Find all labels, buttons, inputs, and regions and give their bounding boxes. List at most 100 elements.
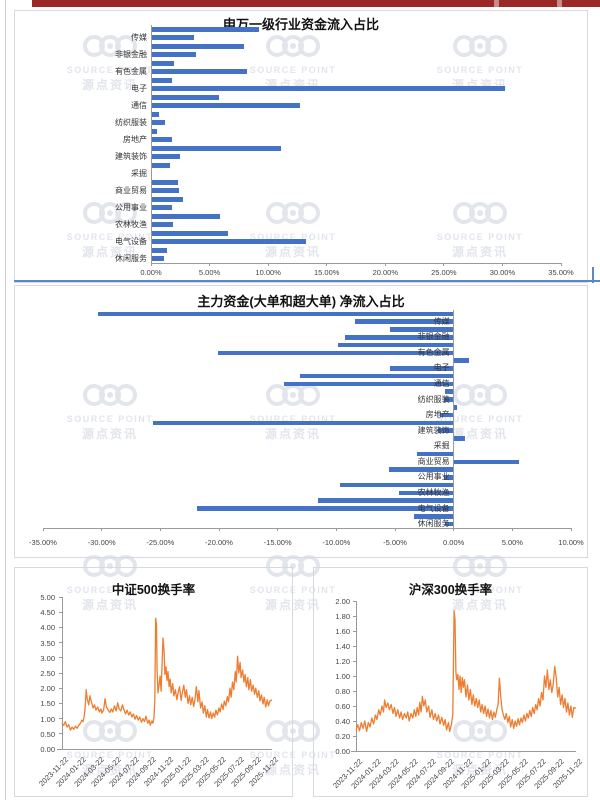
bar-休闲服务 bbox=[445, 521, 454, 527]
source-point-logo-icon bbox=[45, 33, 175, 64]
watermark-text-cn: 源点资讯 bbox=[451, 598, 508, 612]
x-tick-label: 15.00% bbox=[313, 268, 340, 277]
y-tick-label: 2.50 bbox=[40, 669, 55, 678]
watermark: SOURCE POINT 源点资讯 bbox=[45, 33, 175, 93]
axis-tick bbox=[335, 528, 337, 531]
watermark-text-cn: 源点资讯 bbox=[81, 78, 138, 92]
watermark-text-cn: 源点资讯 bbox=[264, 427, 321, 441]
category-label: 有色金属 bbox=[417, 347, 450, 357]
y-tick-label: 1.60 bbox=[335, 627, 350, 636]
bar-纺织服装 bbox=[151, 120, 166, 126]
watermark-text-en: SOURCE POINT bbox=[66, 65, 154, 75]
bar-建筑装饰 bbox=[438, 428, 454, 433]
watermark-text-cn: 源点资讯 bbox=[451, 427, 508, 441]
x-tick-label: -5.00% bbox=[383, 538, 407, 547]
hs300_turnover-line-series bbox=[355, 610, 577, 733]
panel-main-funds-chart: 主力资金(大单和超大单) 净流入占比 传媒 非银金融 有色金属 电子 通信 纺织服装 房地产… bbox=[14, 285, 588, 558]
bar-传媒 bbox=[151, 35, 195, 41]
axis-tick bbox=[394, 528, 396, 531]
watermark-text-cn: 源点资讯 bbox=[81, 245, 138, 259]
bar-建筑装饰 bbox=[151, 154, 181, 160]
watermark-text-en: SOURCE POINT bbox=[436, 585, 524, 595]
x-tick-label: 35.00% bbox=[548, 268, 574, 277]
y-tick-label: 1.00 bbox=[335, 672, 350, 681]
chart-title-zz500: 中证500换手率 bbox=[111, 583, 196, 597]
chart-title-main-funds: 主力资金(大单和超大单) 净流入占比 bbox=[197, 294, 405, 309]
industry-inflow-plot-area: 传媒 非银金融 有色金属 电子 通信 纺织服装 房地产 建筑装饰 采掘 商业贸易 公用事业 农林牧渔电… bbox=[15, 11, 587, 282]
category-label: 纺织服装 bbox=[417, 394, 450, 404]
category-label: 休闲服务 bbox=[417, 519, 450, 529]
y-axis-tick bbox=[59, 657, 62, 659]
watermark-text-cn: 源点资讯 bbox=[264, 763, 321, 777]
bar-row9 bbox=[299, 373, 454, 379]
axis-tick bbox=[150, 263, 152, 266]
source-point-logo-icon bbox=[415, 200, 545, 231]
bar-电气设备 bbox=[151, 239, 306, 245]
y-tick-label: 1.50 bbox=[40, 699, 55, 709]
y-axis-tick bbox=[353, 660, 356, 662]
bar-row27 bbox=[151, 247, 168, 253]
y-axis-tick bbox=[353, 735, 356, 737]
x-tick-label: 5.00% bbox=[198, 268, 221, 277]
axis-tick bbox=[570, 528, 572, 531]
category-label: 公用事业 bbox=[115, 202, 147, 212]
watermark-text-en: SOURCE POINT bbox=[436, 750, 524, 760]
value-axis-line bbox=[151, 263, 561, 264]
axis-tick bbox=[101, 528, 103, 531]
watermark-text-en: SOURCE POINT bbox=[249, 65, 337, 75]
bar-row21 bbox=[151, 196, 183, 202]
y-axis-tick bbox=[353, 720, 356, 722]
y-tick-label: 4.50 bbox=[40, 608, 55, 618]
bar-row15 bbox=[151, 145, 282, 151]
source-point-logo-icon bbox=[228, 200, 358, 231]
watermark: SOURCE POINT 源点资讯 bbox=[415, 382, 545, 442]
watermark-text-en: SOURCE POINT bbox=[436, 414, 524, 424]
bar-非银金融 bbox=[344, 334, 454, 340]
category-label: 商业贸易 bbox=[115, 185, 147, 195]
bar-row25 bbox=[151, 230, 229, 236]
y-tick-label: 3.50 bbox=[40, 638, 55, 648]
bar-有色金属 bbox=[217, 350, 454, 356]
y-tick-label: 0.60 bbox=[335, 702, 350, 711]
bar-row9 bbox=[151, 94, 219, 100]
watermark: SOURCE POINT 源点资讯 bbox=[45, 382, 175, 442]
axis-tick bbox=[277, 528, 279, 531]
bar-row11 bbox=[445, 389, 454, 395]
bar-row25 bbox=[317, 498, 454, 504]
bar-row23 bbox=[151, 213, 221, 219]
source-point-logo-icon bbox=[415, 33, 545, 64]
category-label: 建筑装饰 bbox=[115, 151, 147, 161]
x-tick-label: 30.00% bbox=[489, 268, 516, 277]
category-label: 房地产 bbox=[123, 134, 147, 144]
bar-row19 bbox=[151, 179, 178, 185]
watermark-text-cn: 源点资讯 bbox=[451, 245, 508, 259]
axis-tick bbox=[209, 263, 211, 266]
axis-tick bbox=[560, 263, 562, 266]
axis-tick bbox=[511, 528, 513, 531]
watermark-text-en: SOURCE POINT bbox=[66, 750, 154, 760]
y-tick-label: 0.80 bbox=[335, 687, 350, 696]
y-tick-label: 4.00 bbox=[40, 623, 55, 633]
y-axis-tick bbox=[353, 705, 356, 707]
x-tick-label: -30.00% bbox=[87, 538, 116, 547]
category-label: 有色金属 bbox=[115, 66, 147, 76]
bar-房地产 bbox=[439, 412, 454, 418]
bar-row1 bbox=[151, 26, 259, 32]
bar-纺织服装 bbox=[444, 397, 454, 402]
y-axis-tick bbox=[353, 630, 356, 632]
category-label: 非银金融 bbox=[115, 49, 147, 59]
watermark: SOURCE POINT 源点资讯 bbox=[228, 382, 358, 442]
bar-row21 bbox=[389, 467, 454, 472]
y-tick-label: 0.40 bbox=[335, 717, 350, 726]
watermark-text-en: SOURCE POINT bbox=[66, 585, 154, 595]
bar-row13 bbox=[453, 405, 458, 410]
bar-商业贸易 bbox=[453, 459, 520, 465]
watermark: SOURCE POINT 源点资讯 bbox=[228, 200, 358, 260]
y-axis-tick bbox=[353, 675, 356, 677]
bar-row17 bbox=[151, 162, 170, 168]
chart-title-industry-inflow: 申万一级行业资金流入占比 bbox=[222, 17, 379, 32]
category-label: 通信 bbox=[433, 378, 450, 388]
y-tick-label: 0.20 bbox=[335, 732, 350, 741]
category-label: 通信 bbox=[131, 100, 147, 110]
